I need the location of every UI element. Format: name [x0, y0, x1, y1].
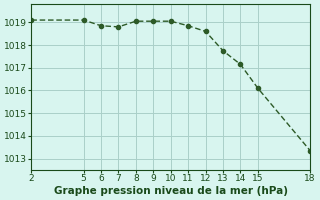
X-axis label: Graphe pression niveau de la mer (hPa): Graphe pression niveau de la mer (hPa)	[54, 186, 288, 196]
